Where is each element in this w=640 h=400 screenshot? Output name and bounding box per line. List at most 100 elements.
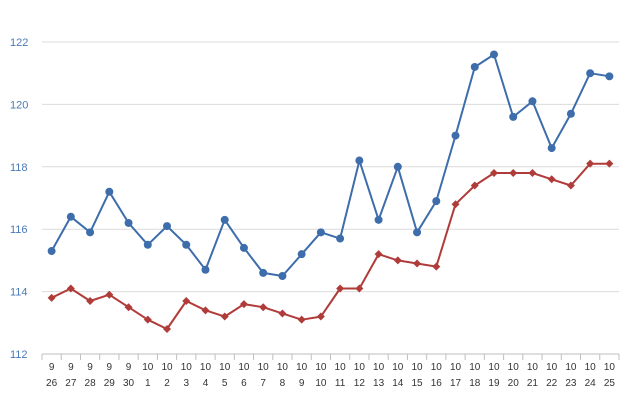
x-tick-label-month: 10 (373, 362, 385, 373)
series-2-point (182, 296, 191, 305)
y-tick-label: 120 (10, 99, 28, 111)
series-1-point (47, 247, 56, 256)
x-tick-label-month: 10 (527, 362, 539, 373)
x-tick-label-day: 1 (145, 378, 151, 389)
series-1-point (220, 215, 229, 224)
x-tick-label-day: 9 (299, 378, 305, 389)
series-1-point (259, 268, 268, 277)
x-tick-label-month: 10 (392, 362, 404, 373)
series-layer (47, 50, 614, 334)
x-tick-label-month: 10 (508, 362, 520, 373)
x-tick-label-day: 25 (604, 378, 616, 389)
x-tick-label-day: 8 (280, 378, 286, 389)
series-2-point (489, 169, 498, 178)
x-tick-label-day: 21 (527, 378, 539, 389)
series-1-point (355, 156, 364, 165)
x-axis: 9269279289299301011021031041051061071081… (41, 354, 620, 389)
x-tick-label-month: 10 (469, 362, 481, 373)
series-2-point (278, 309, 287, 318)
x-tick-label-month: 9 (107, 362, 113, 373)
series-2-point (143, 315, 152, 324)
series-1-point (239, 243, 248, 252)
series-1-point (413, 228, 422, 237)
series-2-point (86, 296, 95, 305)
y-tick-label: 116 (10, 224, 28, 236)
series-1-point (393, 162, 402, 171)
y-tick-label: 122 (10, 37, 28, 49)
x-tick-label-month: 10 (200, 362, 212, 373)
series-1-point (182, 240, 191, 249)
series-2-point (355, 284, 364, 293)
series-1-point (605, 72, 614, 81)
series-2 (47, 159, 614, 334)
series-1-point (586, 69, 595, 78)
x-tick-label-month: 9 (49, 362, 55, 373)
series-1-point (489, 50, 498, 59)
x-tick-label-day: 4 (203, 378, 209, 389)
x-tick-label-month: 10 (161, 362, 173, 373)
series-1-point (509, 112, 518, 121)
series-2-point (413, 259, 422, 268)
x-tick-label-day: 11 (335, 378, 346, 389)
x-tick-label-month: 10 (142, 362, 154, 373)
series-2-point (47, 293, 56, 302)
series-1-point (336, 234, 345, 243)
series-1-point (143, 240, 152, 249)
series-1-point (66, 212, 75, 221)
x-tick-label-month: 10 (354, 362, 366, 373)
x-tick-label-day: 22 (546, 378, 558, 389)
x-tick-label-day: 12 (354, 378, 366, 389)
x-tick-label-month: 10 (335, 362, 347, 373)
x-tick-label-day: 19 (488, 378, 500, 389)
x-tick-label-day: 24 (585, 378, 597, 389)
series-2-point (105, 290, 114, 299)
x-tick-label-day: 27 (65, 378, 77, 389)
x-tick-label-day: 10 (315, 378, 327, 389)
x-tick-label-day: 15 (411, 378, 423, 389)
x-tick-label-month: 10 (219, 362, 231, 373)
series-2-point (374, 250, 383, 259)
series-2-point (547, 175, 556, 184)
x-tick-label-day: 18 (469, 378, 481, 389)
x-tick-label-day: 2 (164, 378, 170, 389)
x-tick-label-month: 10 (488, 362, 500, 373)
x-tick-label-month: 10 (296, 362, 308, 373)
series-1-point (374, 215, 383, 224)
series-1-point (278, 272, 287, 280)
y-tick-label: 112 (10, 349, 28, 361)
x-tick-label-month: 9 (87, 362, 93, 373)
series-2-point (259, 303, 268, 312)
series-2-point (528, 169, 537, 178)
x-tick-label-day: 30 (123, 378, 135, 389)
series-2-point (297, 315, 306, 324)
series-2-point (566, 181, 575, 190)
series-2-point (124, 303, 133, 312)
y-axis-ticks: 112 114 116 118 120 122 (10, 37, 28, 361)
series-1-point (201, 265, 210, 274)
x-tick-label-month: 9 (126, 362, 132, 373)
x-tick-label-day: 16 (431, 378, 443, 389)
x-tick-label-day: 14 (392, 378, 404, 389)
x-tick-label-month: 10 (277, 362, 289, 373)
x-tick-label-day: 26 (46, 378, 58, 389)
series-1-point (124, 218, 133, 227)
series-1-point (316, 228, 325, 237)
series-2-point (66, 284, 75, 293)
x-tick-label-day: 5 (222, 378, 228, 389)
x-tick-label-month: 10 (238, 362, 250, 373)
x-tick-label-day: 3 (183, 378, 189, 389)
x-tick-label-month: 10 (450, 362, 462, 373)
series-1 (47, 50, 614, 280)
series-1-point (86, 228, 95, 237)
series-2-point (163, 325, 172, 334)
series-2-point (605, 159, 614, 168)
series-2-point (470, 181, 479, 190)
series-1-point (297, 250, 306, 259)
x-tick-label-month: 9 (68, 362, 74, 373)
series-2-line (51, 162, 610, 330)
series-2-point (316, 312, 325, 321)
x-tick-label-day: 13 (373, 378, 385, 389)
x-tick-label-day: 7 (260, 378, 266, 389)
y-tick-label: 114 (10, 287, 28, 299)
